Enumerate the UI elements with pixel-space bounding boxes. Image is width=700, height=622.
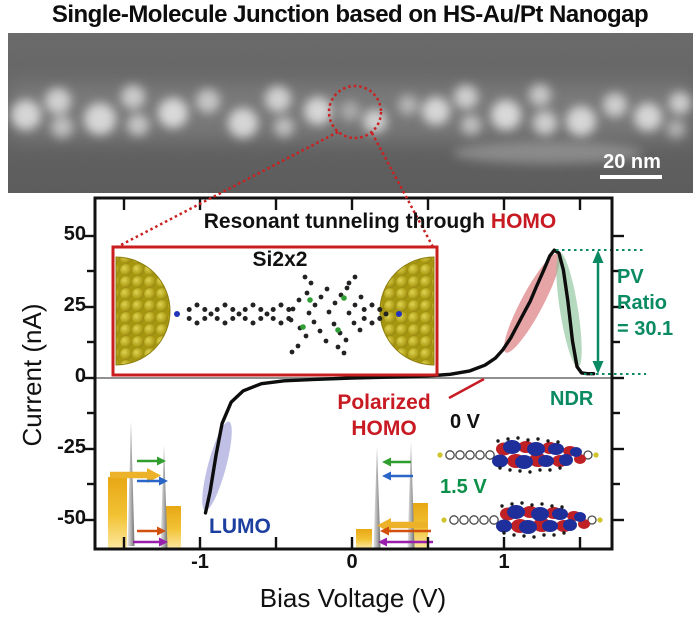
ytick-50: 50 (63, 223, 86, 245)
ytick-neg50: -50 (57, 507, 86, 529)
figure-title: Single-Molecule Junction based on HS-Au/… (51, 1, 649, 28)
polarized-homo-label: Polarized HOMO (325, 390, 443, 441)
resonant-tunneling-annotation: Resonant tunneling through HOMO (140, 210, 620, 234)
orbital-1p5v (440, 500, 604, 540)
pv-ratio-line2: Ratio (617, 292, 667, 314)
y-axis-label: Current (nA) (17, 303, 47, 447)
tem-micrograph (8, 33, 693, 193)
polarized-line1: Polarized (337, 391, 431, 414)
energy-diagram-positive-bias (356, 442, 433, 548)
gold-electrode-right (379, 256, 435, 366)
homo-shade-red (503, 253, 561, 353)
level-arrows-left (377, 457, 433, 547)
pv-ratio-line1: PV (617, 266, 644, 288)
x-axis-label: Bias Voltage (V) (259, 583, 447, 613)
resonant-tunneling-text: Resonant tunneling through (203, 210, 485, 233)
xtick-0: 0 (346, 551, 358, 573)
gold-electrode-left (115, 256, 171, 366)
polarized-line2: HOMO (351, 416, 417, 440)
bias-0v-label: 0 V (450, 411, 481, 433)
tem-scale-bar (600, 175, 662, 179)
bias-1p5v-label: 1.5 V (440, 476, 487, 498)
xtick-neg1: -1 (191, 551, 209, 573)
ndr-shade-green (556, 252, 582, 368)
inset-molecule-label: Si2x2 (252, 248, 308, 271)
ndr-label: NDR (550, 388, 594, 410)
lumo-label: LUMO (209, 515, 271, 538)
ytick-25: 25 (63, 294, 86, 316)
plot-frame (83, 196, 624, 551)
polarized-homo-pointer (448, 377, 485, 400)
pv-ratio-line3: = 30.1 (617, 318, 674, 340)
ytick-neg25: -25 (57, 436, 86, 458)
ytick-0: 0 (74, 365, 86, 387)
lumo-shade-purple (202, 421, 232, 511)
iv-curve (203, 248, 596, 515)
energy-diagram-negative-bias (108, 421, 181, 548)
homo-label: HOMO (490, 210, 557, 233)
xtick-1: 1 (498, 551, 510, 573)
tem-scale-bar-label: 20 nm (603, 151, 661, 173)
level-arrows-right (110, 456, 168, 547)
orbital-0v (436, 435, 600, 475)
pv-ratio-label: PV Ratio = 30.1 (617, 264, 699, 342)
molecule-model (174, 274, 402, 356)
